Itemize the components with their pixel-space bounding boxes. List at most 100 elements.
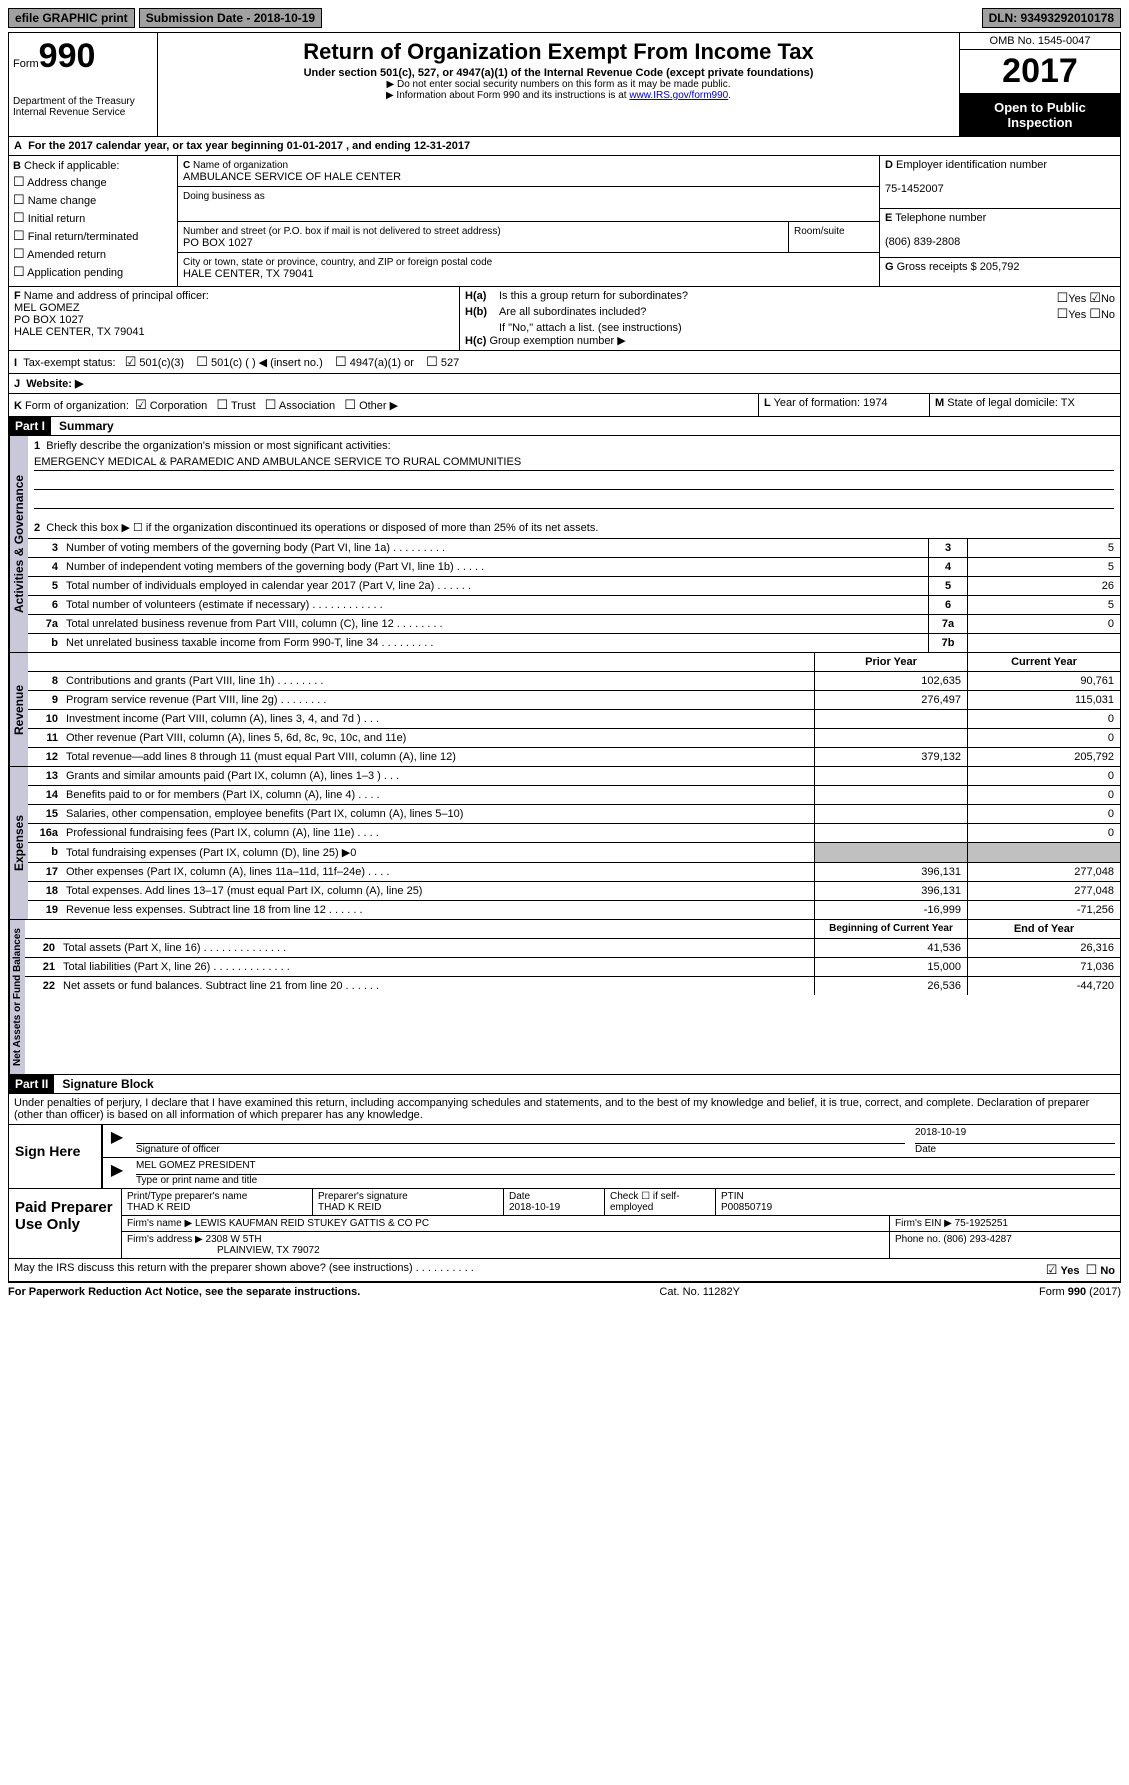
irs-discuss-text: May the IRS discuss this return with the… — [9, 1259, 970, 1281]
j-label: Website: ▶ — [26, 378, 83, 390]
tax-year: 2017 — [960, 50, 1120, 94]
preparer-name: THAD K REID — [127, 1202, 190, 1213]
a-text: For the 2017 calendar year, or tax year … — [28, 140, 470, 152]
name-label: Type or print name and title — [136, 1175, 257, 1186]
footer-left: For Paperwork Reduction Act Notice, see … — [8, 1286, 360, 1298]
submission-date: Submission Date - 2018-10-19 — [139, 8, 322, 28]
sig-date: 2018-10-19 — [915, 1127, 1115, 1144]
note2-text: ▶ Information about Form 990 and its ins… — [386, 90, 629, 101]
cb-name[interactable]: ☐ Name change — [13, 192, 173, 208]
dept-treasury: Department of the Treasury — [13, 96, 153, 107]
v4: 5 — [967, 558, 1120, 576]
org-name: AMBULANCE SERVICE OF HALE CENTER — [183, 171, 401, 183]
omb-number: OMB No. 1545-0047 — [960, 33, 1120, 50]
cb-amended[interactable]: ☐ Amended return — [13, 246, 173, 262]
room-label: Room/suite — [794, 226, 845, 237]
sig-officer-label: Signature of officer — [136, 1144, 220, 1155]
col-b: B Check if applicable: ☐ Address change … — [9, 156, 178, 286]
ptin: P00850719 — [721, 1202, 772, 1213]
form-title: Return of Organization Exempt From Incom… — [166, 39, 951, 65]
top-bar: efile GRAPHIC print Submission Date - 20… — [8, 8, 1121, 28]
cb-address[interactable]: ☐ Address change — [13, 174, 173, 190]
i-label: Tax-exempt status: — [23, 357, 115, 369]
b-label: Check if applicable: — [24, 160, 119, 172]
preparer-block: Paid Preparer Use Only Print/Type prepar… — [8, 1189, 1121, 1259]
preparer-sig: THAD K REID — [318, 1202, 381, 1213]
m-value: TX — [1061, 397, 1075, 409]
section-bcd: B Check if applicable: ☐ Address change … — [8, 156, 1121, 287]
firm-ein: 75-1925251 — [955, 1218, 1008, 1229]
signature-block: Sign Here ▶ Signature of officer 2018-10… — [8, 1125, 1121, 1189]
tab-governance: Activities & Governance — [9, 436, 28, 652]
mission-text: EMERGENCY MEDICAL & PARAMEDIC AND AMBULA… — [34, 456, 1114, 471]
col-c: C Name of organization AMBULANCE SERVICE… — [178, 156, 880, 286]
governance-section: Activities & Governance 1 Briefly descri… — [8, 436, 1121, 653]
form-subtitle: Under section 501(c), 527, or 4947(a)(1)… — [166, 67, 951, 79]
f-addr1: PO BOX 1027 — [14, 314, 84, 326]
v6: 5 — [967, 596, 1120, 614]
l-value: 1974 — [863, 397, 887, 409]
form-number: 990 — [39, 37, 96, 75]
hb-note: If "No," attach a list. (see instruction… — [465, 322, 1115, 334]
form-note1: ▶ Do not enter social security numbers o… — [166, 79, 951, 90]
beg-header: Beginning of Current Year — [814, 920, 967, 938]
firm-addr1: 2308 W 5TH — [206, 1234, 262, 1245]
col-d: D Employer identification number 75-1452… — [880, 156, 1120, 286]
footer-right: Form 990 (2017) — [1039, 1286, 1121, 1298]
line-j: J Website: ▶ — [8, 374, 1121, 394]
hb-text: Are all subordinates included? — [499, 306, 1057, 322]
expenses-section: Expenses 13Grants and similar amounts pa… — [8, 767, 1121, 920]
gross-label: Gross receipts $ — [897, 261, 977, 273]
dba-label: Doing business as — [183, 191, 265, 202]
page-footer: For Paperwork Reduction Act Notice, see … — [8, 1282, 1121, 1301]
irs-discuss-row: May the IRS discuss this return with the… — [8, 1259, 1121, 1282]
part-2-header: Part II Signature Block — [8, 1075, 1121, 1094]
cb-initial[interactable]: ☐ Initial return — [13, 210, 173, 226]
sign-here-label: Sign Here — [9, 1125, 103, 1188]
section-fh: F Name and address of principal officer:… — [8, 287, 1121, 351]
preparer-date: 2018-10-19 — [509, 1202, 560, 1213]
street-label: Number and street (or P.O. box if mail i… — [183, 226, 501, 237]
tab-netassets: Net Assets or Fund Balances — [9, 920, 25, 1074]
part1-title: Summary — [51, 419, 114, 433]
f-name: MEL GOMEZ — [14, 302, 80, 314]
ha-text: Is this a group return for subordinates? — [499, 290, 1057, 306]
self-emp-check[interactable]: Check ☐ if self-employed — [605, 1189, 716, 1215]
tab-revenue: Revenue — [9, 653, 28, 766]
paid-preparer-label: Paid Preparer Use Only — [9, 1189, 122, 1258]
footer-mid: Cat. No. 11282Y — [659, 1286, 740, 1298]
prior-header: Prior Year — [814, 653, 967, 671]
cb-final[interactable]: ☐ Final return/terminated — [13, 228, 173, 244]
arrow-icon: ▶ — [103, 1158, 131, 1188]
dln: DLN: 93493292010178 — [982, 8, 1121, 28]
netassets-section: Net Assets or Fund Balances Beginning of… — [8, 920, 1121, 1075]
f-addr2: HALE CENTER, TX 79041 — [14, 326, 145, 338]
phone-label: Telephone number — [895, 212, 986, 224]
phone-value: (806) 839-2808 — [885, 236, 960, 248]
ein-label: Employer identification number — [896, 159, 1047, 171]
arrow-icon: ▶ — [103, 1125, 131, 1157]
end-header: End of Year — [967, 920, 1120, 938]
k-label: Form of organization: — [25, 400, 129, 412]
l2-text: Check this box ▶ ☐ if the organization d… — [46, 522, 598, 534]
city-label: City or town, state or province, country… — [183, 257, 492, 268]
cb-application[interactable]: ☐ Application pending — [13, 264, 173, 280]
f-label: Name and address of principal officer: — [24, 290, 209, 302]
v7b — [967, 634, 1120, 652]
efile-badge: efile GRAPHIC print — [8, 8, 135, 28]
line-i: I Tax-exempt status: ☑ 501(c)(3) ☐ 501(c… — [8, 351, 1121, 374]
form-header: Form990 Department of the Treasury Inter… — [8, 32, 1121, 137]
officer-name: MEL GOMEZ PRESIDENT — [136, 1160, 1115, 1175]
gross-value: 205,792 — [980, 261, 1020, 273]
v3: 5 — [967, 539, 1120, 557]
irs-link[interactable]: www.IRS.gov/form990 — [629, 90, 728, 101]
v5: 26 — [967, 577, 1120, 595]
l1-text: Briefly describe the organization's miss… — [46, 440, 390, 452]
street-value: PO BOX 1027 — [183, 237, 253, 249]
city-value: HALE CENTER, TX 79041 — [183, 268, 314, 280]
tab-expenses: Expenses — [9, 767, 28, 919]
header-center: Return of Organization Exempt From Incom… — [158, 33, 959, 136]
firm-addr2: PLAINVIEW, TX 79072 — [127, 1245, 320, 1256]
form-note2: ▶ Information about Form 990 and its ins… — [166, 90, 951, 101]
sig-date-label: Date — [915, 1144, 936, 1155]
